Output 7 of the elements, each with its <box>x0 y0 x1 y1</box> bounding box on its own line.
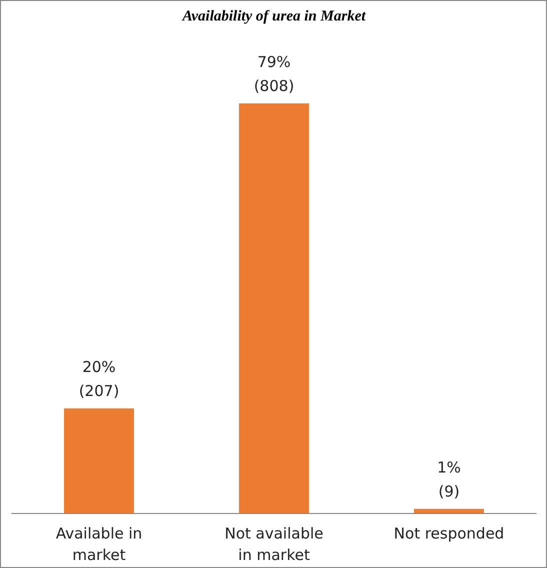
x-tick-label: Available in market <box>56 524 142 564</box>
data-label: 79% (808) <box>254 52 294 96</box>
x-tick-label: Not available in market <box>224 524 324 564</box>
data-label: 20% (207) <box>78 358 120 400</box>
x-tick-label: Not responded <box>394 524 504 542</box>
data-label: 1% (9) <box>437 458 461 501</box>
chart-title: Availability of urea in Market <box>181 8 366 24</box>
